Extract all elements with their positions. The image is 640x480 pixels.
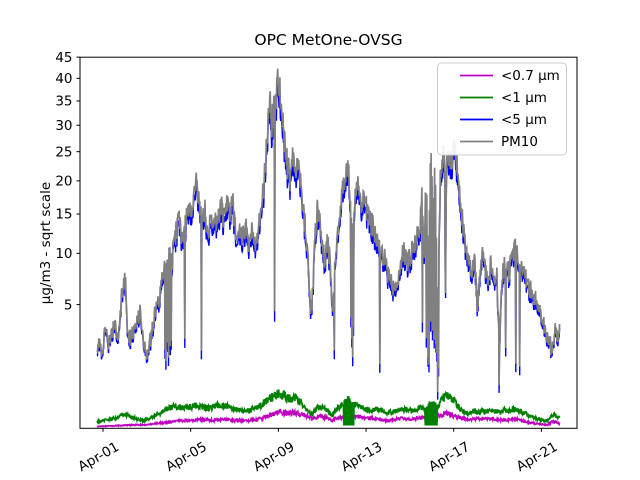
x-tick-label: Apr-05 [163,439,210,475]
x-tick-label: Apr-01 [75,439,122,475]
y-tick-label: 30 [55,118,72,134]
plot-border [79,56,578,429]
x-tick-label: Apr-21 [514,439,561,475]
legend-label: PM10 [501,134,538,150]
y-axis-label: µg/m3 - sqrt scale [38,182,54,304]
legend-label: <0.7 µm [501,68,560,84]
y-tick-label: 10 [55,246,72,262]
series-lt1um-line [96,389,561,426]
legend-entry: <0.7 µm [460,68,560,84]
legend: <0.7 µm <1 µm <5 µm PM10 [437,62,567,156]
chart-title: OPC MetOne-OVSG [254,31,402,49]
y-tick-label: 20 [55,174,72,190]
series-pm10-line [96,68,561,393]
legend-entry: <5 µm [460,112,547,128]
y-tick-label: 5 [64,297,73,313]
y-tick-label: 45 [55,50,72,66]
y-tick-label: 40 [55,71,72,87]
legend-entry: PM10 [460,134,538,150]
x-tick-label: Apr-09 [251,439,298,475]
plot-area [96,68,561,428]
y-tick-label: 35 [55,94,72,110]
series-lt07um-line [96,407,561,428]
legend-box [437,62,567,156]
x-tick-label: Apr-13 [338,439,385,475]
legend-entry: <1 µm [460,90,547,106]
legend-label: <1 µm [501,90,547,106]
y-tick-label: 15 [55,207,72,223]
y-tick-label: 25 [55,144,72,160]
legend-label: <5 µm [501,112,547,128]
x-tick-label: Apr-17 [426,439,473,475]
